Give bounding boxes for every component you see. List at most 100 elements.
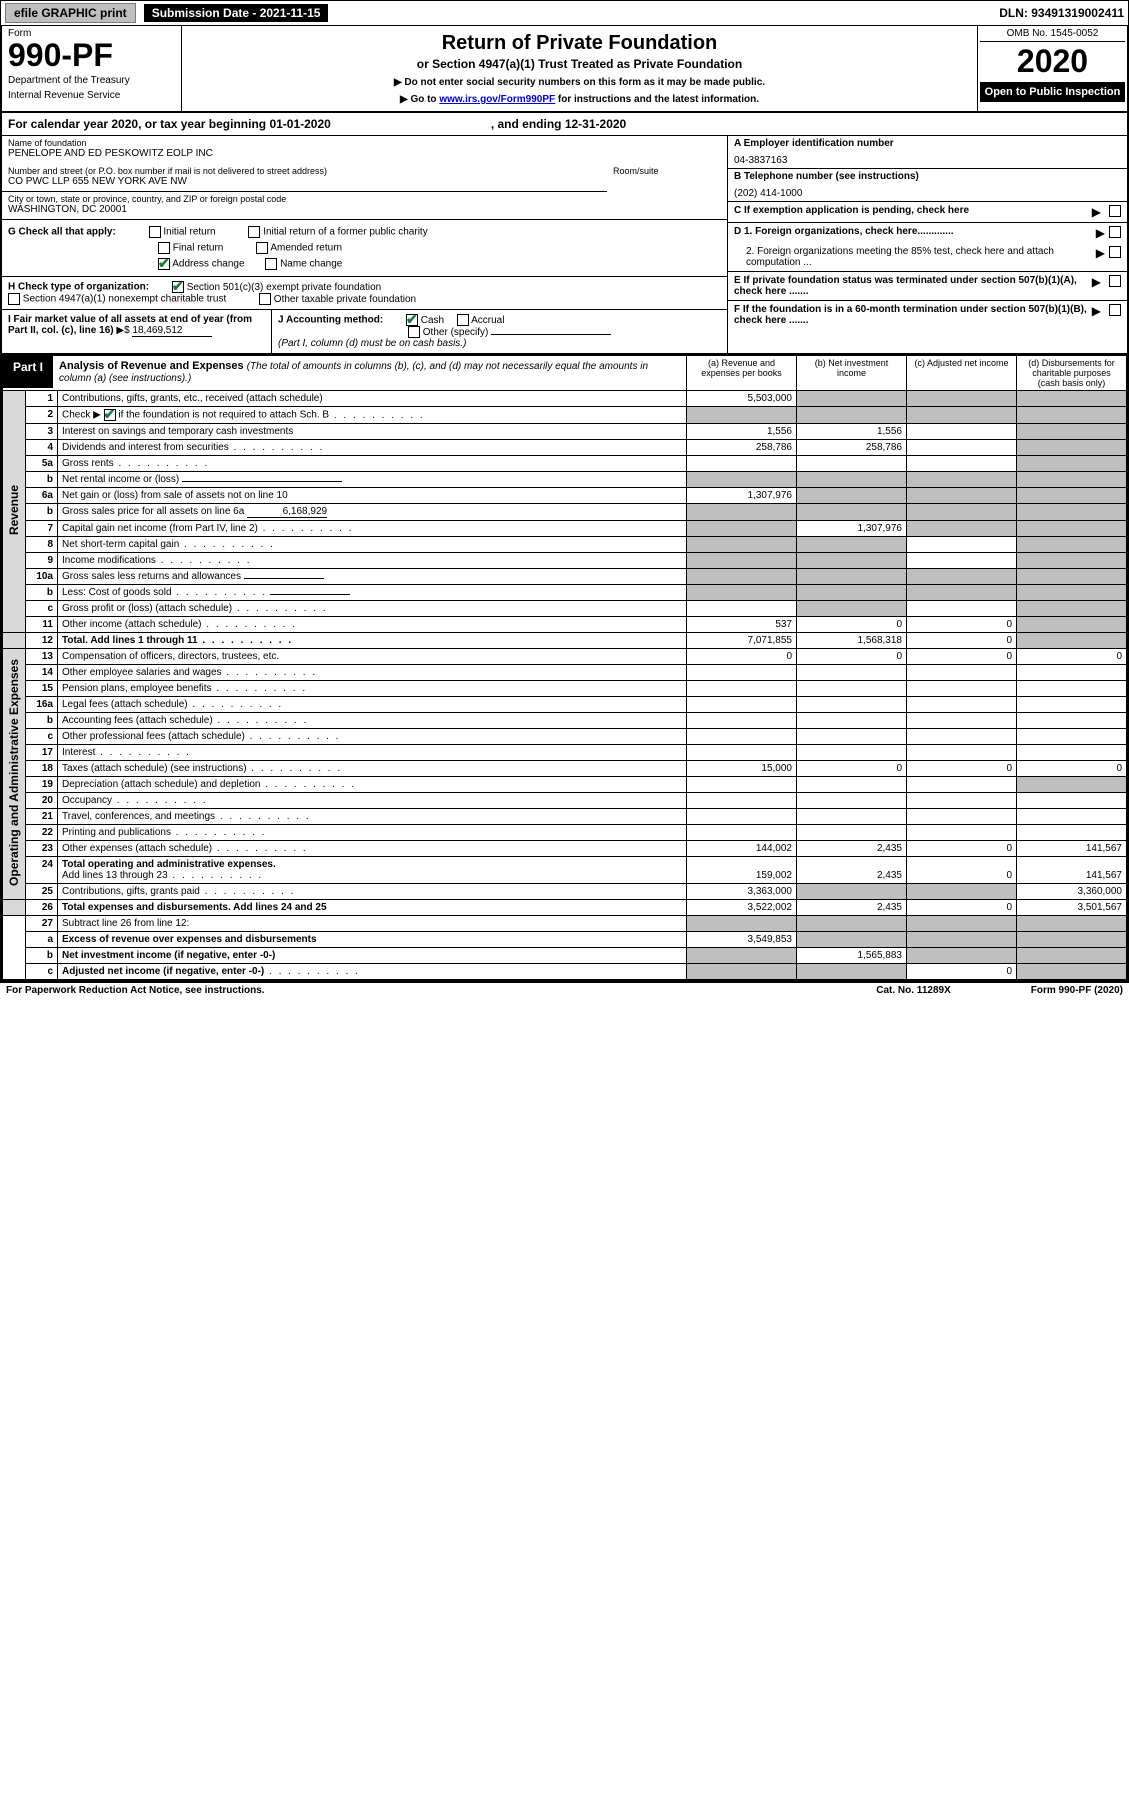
f-label: F If the foundation is in a 60-month ter…	[734, 304, 1088, 326]
g-opt3: Final return	[173, 243, 224, 254]
table-row: 16aLegal fees (attach schedule)	[3, 697, 1127, 713]
j-other: Other (specify)	[423, 327, 489, 338]
entity-right: A Employer identification number 04-3837…	[727, 136, 1127, 353]
table-row: b Net investment income (if negative, en…	[3, 948, 1127, 964]
department: Department of the Treasury	[8, 75, 175, 86]
form-title: Return of Private Foundation	[188, 32, 971, 55]
table-row: c Adjusted net income (if negative, ente…	[3, 964, 1127, 980]
table-row: 18 Taxes (attach schedule) (see instruct…	[3, 761, 1127, 777]
tax-year: 2020	[980, 42, 1125, 80]
checkbox-f[interactable]	[1109, 304, 1121, 316]
table-row: bAccounting fees (attach schedule)	[3, 713, 1127, 729]
table-row: b Gross sales price for all assets on li…	[3, 504, 1127, 521]
header: Form 990-PF Department of the Treasury I…	[2, 26, 1127, 113]
table-row: 27 Subtract line 26 from line 12:	[3, 916, 1127, 932]
open-public: Open to Public Inspection	[980, 82, 1125, 102]
arrow-icon: ▶	[1092, 205, 1101, 219]
address: CO PWC LLP 655 NEW YORK AVE NW	[8, 176, 601, 187]
calendar-year-row: For calendar year 2020, or tax year begi…	[2, 113, 1127, 136]
checkbox-initial-former[interactable]	[248, 226, 260, 238]
h-opt3: Other taxable private foundation	[274, 294, 416, 305]
d1-label: D 1. Foreign organizations, check here..…	[734, 226, 954, 240]
table-row: 10a Gross sales less returns and allowan…	[3, 569, 1127, 585]
checkbox-e[interactable]	[1109, 275, 1121, 287]
j-note: (Part I, column (d) must be on cash basi…	[278, 338, 466, 349]
col-d-header: (d) Disbursements for charitable purpose…	[1017, 356, 1127, 391]
checkbox-d1[interactable]	[1109, 226, 1121, 238]
checkbox-accrual[interactable]	[457, 314, 469, 326]
table-row: 5a Gross rents	[3, 456, 1127, 472]
h-opt2: Section 4947(a)(1) nonexempt charitable …	[23, 294, 226, 305]
table-row: 11 Other income (attach schedule) 537 0 …	[3, 617, 1127, 633]
header-center: Return of Private Foundation or Section …	[182, 26, 977, 111]
g-opt6: Name change	[280, 259, 342, 270]
table-row: 26 Total expenses and disbursements. Add…	[3, 900, 1127, 916]
g-opt2: Initial return of a former public charit…	[263, 227, 428, 238]
checkbox-501c3[interactable]	[172, 281, 184, 293]
table-row: b Net rental income or (loss)	[3, 472, 1127, 488]
g-opt5: Address change	[172, 259, 244, 270]
checkbox-amended[interactable]	[256, 242, 268, 254]
g-label: G Check all that apply:	[8, 227, 116, 238]
part1-title: Analysis of Revenue and Expenses (The to…	[53, 356, 686, 388]
table-row: Operating and Administrative Expenses 13…	[3, 649, 1127, 665]
table-row: 4 Dividends and interest from securities…	[3, 440, 1127, 456]
c-label: C If exemption application is pending, c…	[734, 205, 969, 216]
checkbox-c[interactable]	[1109, 205, 1121, 217]
arrow-icon: ▶	[1092, 304, 1101, 318]
checkbox-sch-b[interactable]	[104, 409, 116, 421]
cal-year-end: , and ending 12-31-2020	[491, 117, 626, 131]
table-row: a Excess of revenue over expenses and di…	[3, 932, 1127, 948]
irs-link[interactable]: www.irs.gov/Form990PF	[439, 94, 555, 105]
revenue-side-label: Revenue	[7, 485, 21, 535]
table-row: cOther professional fees (attach schedul…	[3, 729, 1127, 745]
instruction-1: ▶ Do not enter social security numbers o…	[188, 77, 971, 88]
checkbox-initial-return[interactable]	[149, 226, 161, 238]
checkbox-cash[interactable]	[406, 314, 418, 326]
j-accrual: Accrual	[471, 315, 504, 326]
form-number: 990-PF	[8, 39, 175, 71]
submission-date: Submission Date - 2021-11-15	[144, 4, 329, 22]
table-row: 21Travel, conferences, and meetings	[3, 809, 1127, 825]
e-label: E If private foundation status was termi…	[734, 275, 1088, 297]
table-row: 25 Contributions, gifts, grants paid 3,3…	[3, 884, 1127, 900]
cal-year-begin: For calendar year 2020, or tax year begi…	[8, 117, 331, 131]
dln: DLN: 93491319002411	[999, 6, 1124, 20]
checkbox-final-return[interactable]	[158, 242, 170, 254]
checkbox-name-change[interactable]	[265, 258, 277, 270]
i-arrow: ▶$	[116, 325, 129, 336]
phone: (202) 414-1000	[734, 188, 1121, 199]
room-label: Room/suite	[613, 166, 721, 176]
pra-notice: For Paperwork Reduction Act Notice, see …	[6, 985, 265, 996]
table-row: 19Depreciation (attach schedule) and dep…	[3, 777, 1127, 793]
h-opt1: Section 501(c)(3) exempt private foundat…	[187, 282, 382, 293]
table-row: 24 Total operating and administrative ex…	[3, 857, 1127, 884]
table-row: 2 Check ▶ if the foundation is not requi…	[3, 407, 1127, 424]
table-row: 9 Income modifications	[3, 553, 1127, 569]
checkbox-other-method[interactable]	[408, 326, 420, 338]
table-row: 22Printing and publications	[3, 825, 1127, 841]
name-label: Name of foundation	[8, 138, 721, 148]
checkbox-address-change[interactable]	[158, 258, 170, 270]
checkbox-other-taxable[interactable]	[259, 293, 271, 305]
part1-badge: Part I	[3, 356, 53, 388]
table-row: 8 Net short-term capital gain	[3, 537, 1127, 553]
col-b-header: (b) Net investment income	[797, 356, 907, 391]
efile-print-button[interactable]: efile GRAPHIC print	[5, 3, 136, 23]
form-ref: Form 990-PF (2020)	[1031, 985, 1123, 996]
city-label: City or town, state or province, country…	[8, 194, 721, 204]
omb-number: OMB No. 1545-0052	[980, 28, 1125, 42]
instruction-2: ▶ Go to www.irs.gov/Form990PF for instru…	[188, 94, 971, 105]
irs-label: Internal Revenue Service	[8, 90, 175, 101]
table-row: 23 Other expenses (attach schedule) 144,…	[3, 841, 1127, 857]
checkbox-d2[interactable]	[1109, 246, 1121, 258]
g-opt4: Amended return	[270, 243, 342, 254]
header-right: OMB No. 1545-0052 2020 Open to Public In…	[977, 26, 1127, 111]
checkbox-4947[interactable]	[8, 293, 20, 305]
part1-table: Part I Analysis of Revenue and Expenses …	[2, 355, 1127, 980]
top-bar: efile GRAPHIC print Submission Date - 20…	[0, 0, 1129, 26]
h-label: H Check type of organization:	[8, 282, 149, 293]
form-container: Form 990-PF Department of the Treasury I…	[0, 26, 1129, 982]
table-row: 12 Total. Add lines 1 through 11 7,071,8…	[3, 633, 1127, 649]
catalog-no: Cat. No. 11289X	[876, 985, 950, 996]
